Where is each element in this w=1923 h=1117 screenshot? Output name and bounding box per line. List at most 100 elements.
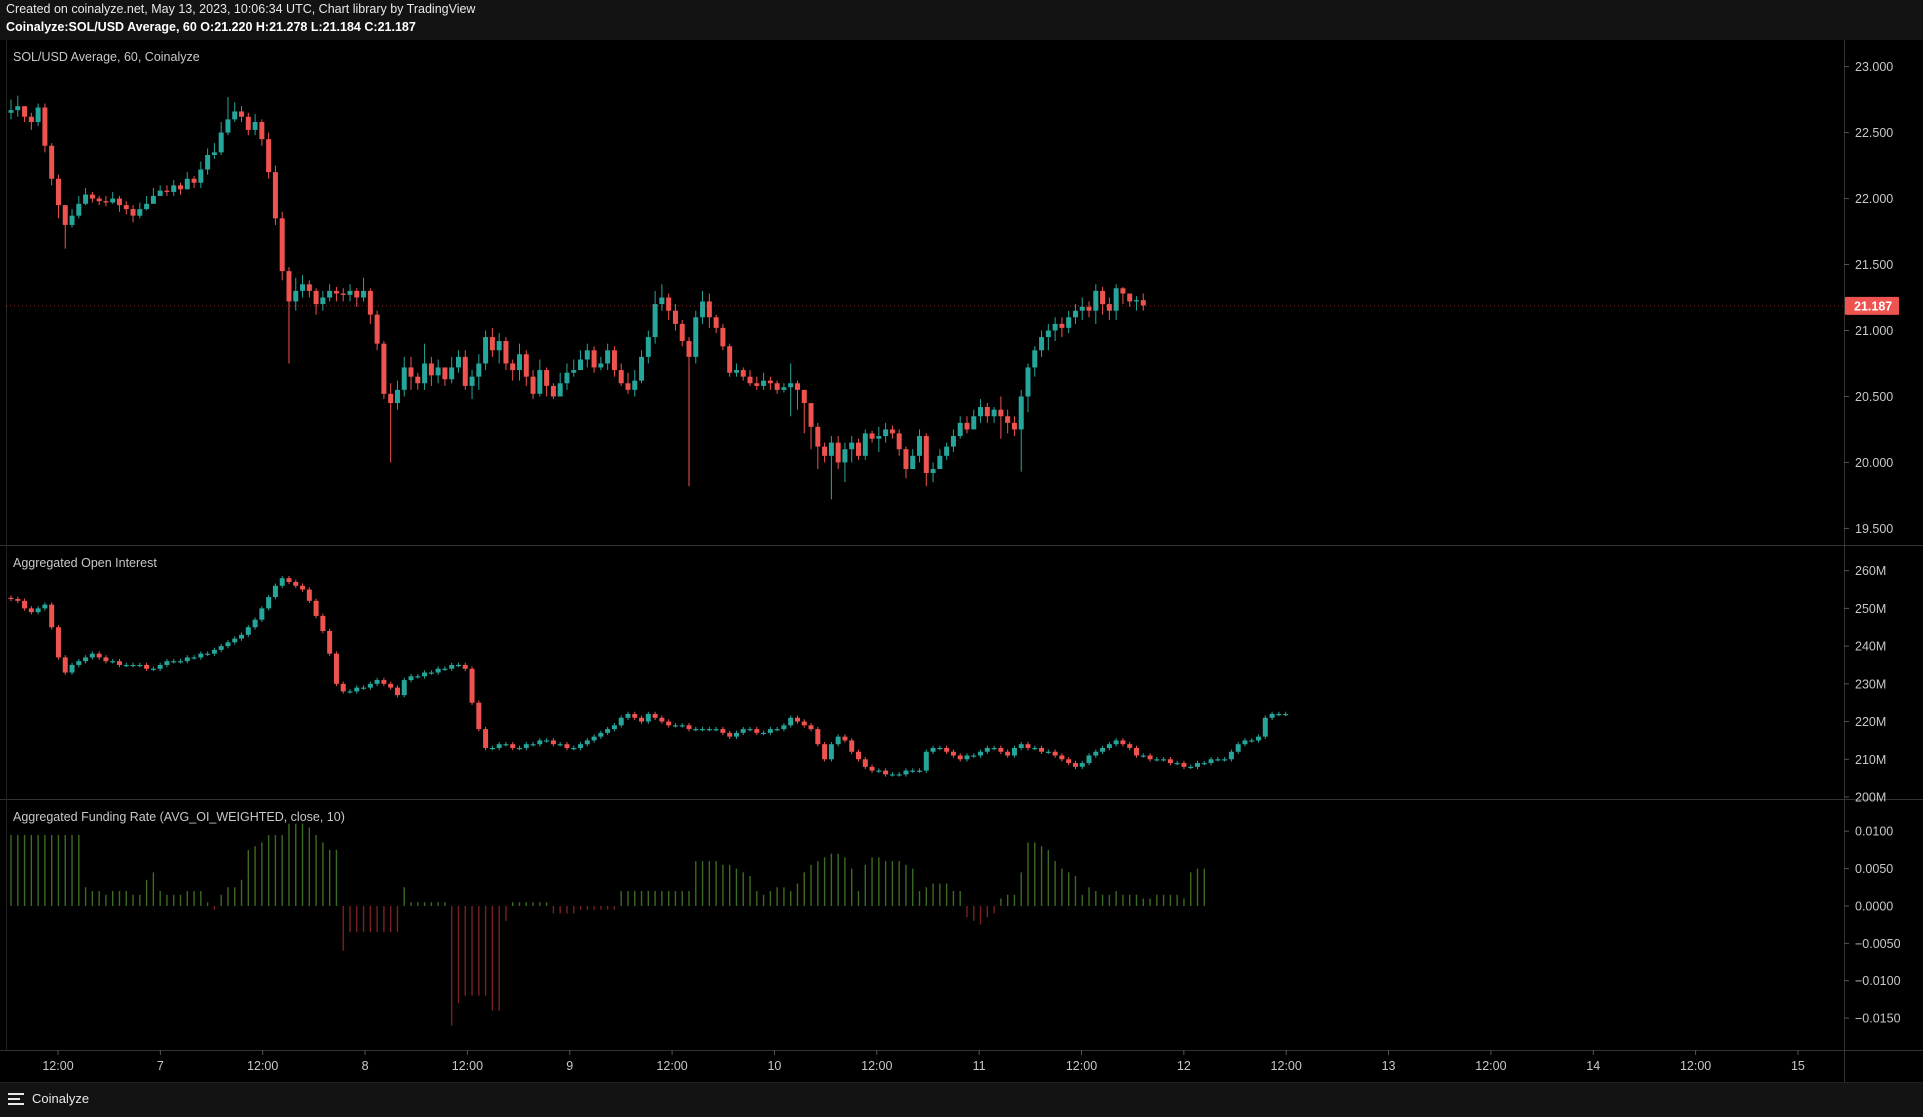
candle-body [720,729,726,733]
price-pane[interactable]: SOL/USD Average, 60, Coinalyze 21.187 [6,50,1899,500]
candle-body [272,585,278,598]
price-candle [1025,363,1031,413]
candle-body [510,744,516,748]
candle-body [1005,751,1011,756]
high-label: H: [255,20,270,34]
oi-candle [700,726,706,732]
time-axis-label: 12 [1177,1059,1191,1073]
candle-body [1167,759,1173,764]
oi-candle [1195,760,1200,770]
candle-body [35,608,41,613]
price-candle [591,346,597,373]
candle-body [245,627,251,635]
oi-candle [259,606,265,622]
candle-body [950,436,956,447]
funding-axis-label: 0.0100 [1855,825,1893,839]
oi-candle [266,594,272,611]
oi-candle [869,764,875,773]
candle-body [367,683,373,688]
oi-candle [35,606,41,615]
candle-body [1086,755,1092,764]
candle-body [35,107,41,123]
price-candle [55,174,61,219]
oi-candle [598,730,604,739]
candle-body [957,422,963,437]
candle-body [530,376,536,394]
candle-body [83,657,89,662]
open-interest-pane[interactable]: Aggregated Open Interest [8,556,1289,777]
oi-candle [856,749,861,762]
candle-body [1079,763,1085,767]
candle-body [537,370,543,394]
candle-body [205,653,211,655]
oi-candle [510,741,516,751]
price-candle [144,195,150,211]
oi-candle [130,662,136,668]
oi-candle [937,745,943,751]
candle-body [422,363,428,384]
candle-body [62,205,68,225]
candle-body [1079,306,1085,311]
candle-body [923,436,929,473]
candle-body [449,367,455,380]
chart-canvas[interactable]: SOL/USD Average, 60, Coinalyze 21.187 Agg… [0,0,1923,1082]
chart-footer: Coinalyze [0,1082,1923,1117]
candle-body [1262,717,1268,737]
candle-body [442,668,448,670]
price-candle [272,165,278,225]
price-candle [476,354,482,390]
candle-body [137,209,143,216]
oi-candle [483,726,489,751]
price-candle [761,372,767,390]
price-candle [462,350,468,390]
funding-rate-pane[interactable]: Aggregated Funding Rate (AVG_OI_WEIGHTED… [10,810,1205,1026]
price-candle [984,403,990,423]
oi-candle [198,651,204,660]
oi-candle [110,658,116,664]
candle-body [733,370,739,373]
price-candle [184,172,190,190]
oi-candle [1133,745,1139,758]
candle-body [116,198,122,206]
candle-body [232,111,238,120]
candle-body [1106,744,1112,748]
price-candle [849,436,855,463]
candle-body [1222,759,1228,761]
price-candle [842,442,848,483]
candle-body [605,350,611,364]
price-candle [198,161,204,188]
candle-body [747,376,753,384]
price-candle [449,356,455,384]
price-candle [1127,293,1133,307]
oi-candle [8,595,14,602]
candle-body [950,751,956,756]
candle-body [1072,310,1078,318]
candle-body [849,740,855,752]
price-candle [211,143,217,159]
price-candle [306,280,312,298]
symbol-label: Coinalyze:SOL/USD Average, 60 [6,20,197,34]
funding-axis-label: 0.0050 [1855,862,1893,876]
oi-candle [876,768,882,773]
price-candle [700,290,706,324]
price-candle [110,191,116,204]
price-candle [584,343,590,368]
price-candle [774,380,780,394]
price-candle [1059,317,1065,338]
price-candle [35,103,41,126]
oi-candle [1059,753,1065,762]
candle-body [686,725,692,730]
candle-body [1066,759,1072,764]
candle-body [184,657,190,662]
time-axis-label: 12:00 [1271,1059,1302,1073]
brand[interactable]: Coinalyze [8,1091,89,1106]
candle-body [822,744,828,760]
oi-candle [801,719,807,728]
candle-body [49,604,55,628]
candle-body [727,346,733,373]
candle-body [503,341,509,364]
candle-body [944,446,950,456]
candle-body [279,218,285,272]
candle-body [611,350,617,371]
candle-body [713,317,719,328]
